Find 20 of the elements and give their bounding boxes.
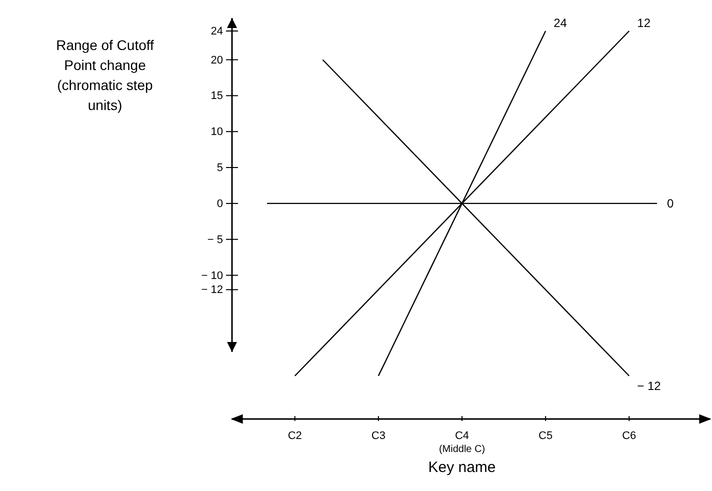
y-tick-label: − 5 xyxy=(207,234,223,246)
x-tick-label: C2 xyxy=(288,430,302,442)
y-tick-label: 5 xyxy=(216,162,223,174)
x-axis-title: Key name xyxy=(428,459,496,476)
series-label: 0 xyxy=(667,196,674,210)
y-tick-label: 15 xyxy=(210,90,223,102)
series-label: − 12 xyxy=(637,378,662,393)
y-tick-label: − 12 xyxy=(201,284,223,296)
y-tick-label: 24 xyxy=(210,26,223,38)
y-tick-label: 20 xyxy=(210,54,223,66)
x-tick-label: C5 xyxy=(538,430,553,442)
series-label: 24 xyxy=(554,16,568,30)
x-tick-label: C4 (Middle C) xyxy=(438,430,486,455)
series-label: 12 xyxy=(637,16,651,30)
y-tick-label: 10 xyxy=(210,126,223,138)
x-tick-label: C3 xyxy=(371,430,386,442)
y-axis-title: Range of Cutoff Point change (chromatic step units) xyxy=(56,37,154,113)
x-tick-label: C6 xyxy=(622,430,636,442)
y-tick-label: 0 xyxy=(216,198,223,210)
y-tick-label: − 10 xyxy=(201,270,223,282)
